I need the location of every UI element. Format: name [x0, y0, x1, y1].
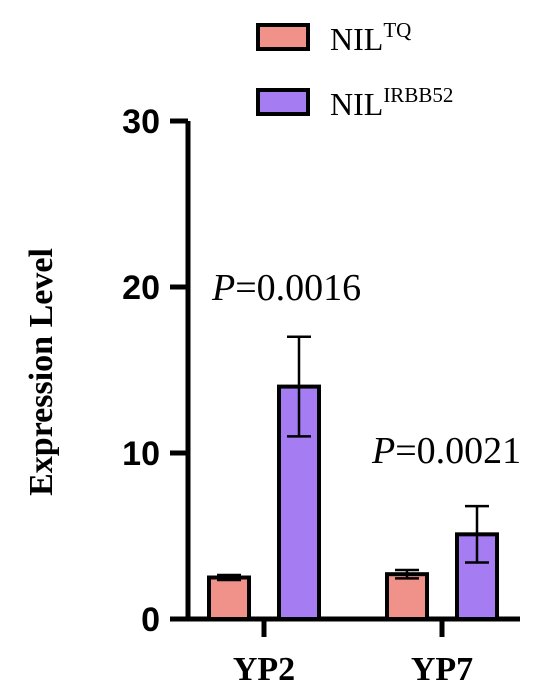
legend-swatch-nil-tq	[256, 23, 310, 51]
bar-yp7-nil-irbb52	[455, 532, 499, 622]
y-tick-label: 20	[122, 269, 160, 307]
y-tick-label: 10	[122, 435, 160, 473]
y-tick-label: 0	[141, 601, 160, 639]
legend-swatch-nil-irbb52	[256, 88, 310, 116]
y-axis-title: Expression Level	[23, 248, 60, 496]
x-tick-label-yp2: YP2	[233, 651, 295, 688]
legend-label-nil-irbb52: NILIRBB52	[330, 83, 453, 122]
y-tick-label: 30	[122, 103, 160, 141]
bar-yp2-nil-tq	[207, 575, 251, 621]
x-tick-label-yp7: YP7	[411, 651, 473, 688]
p-value-annotation-yp7: P=0.0021	[371, 430, 521, 472]
bars	[207, 335, 499, 637]
legend-label-nil-tq: NILTQ	[330, 18, 411, 57]
p-value-annotation-yp2: P=0.0016	[211, 267, 361, 309]
legend: NILTQ NILIRBB52	[256, 18, 453, 122]
y-ticks: 0 10 20 30	[122, 103, 188, 639]
bar-yp7-nil-tq	[385, 572, 429, 621]
